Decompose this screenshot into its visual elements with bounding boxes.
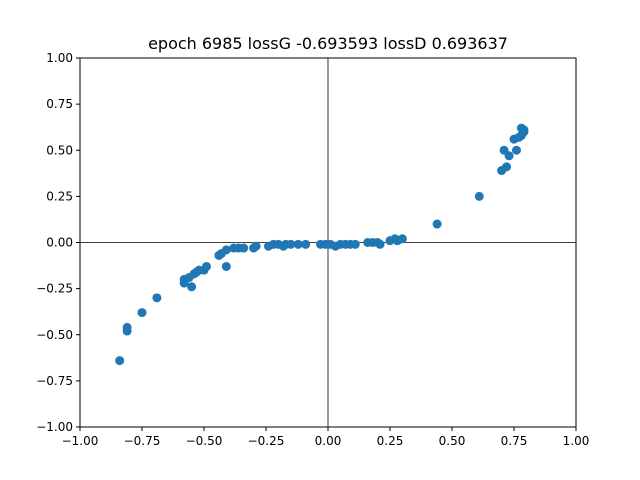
- data-point: [474, 191, 484, 201]
- data-point: [251, 241, 261, 251]
- data-point: [397, 234, 407, 244]
- data-point: [221, 261, 231, 271]
- data-point: [350, 239, 360, 249]
- x-axis-ticks: −1.00 −0.75 −0.50 −0.25 0.00 0.25 0.50 0.75 1.00: [62, 427, 590, 448]
- data-point: [201, 261, 211, 271]
- x-tick-label: −0.75: [124, 434, 161, 448]
- y-axis-ticks: −1.00 −0.75 −0.50 −0.25 0.00 0.25 0.50 0.75 1.00: [36, 51, 80, 434]
- data-point: [137, 308, 147, 318]
- data-point: [286, 239, 296, 249]
- x-tick-label: 1.00: [563, 434, 590, 448]
- y-tick-label: −0.25: [36, 282, 73, 296]
- x-tick-label: 0.75: [501, 434, 528, 448]
- data-point: [239, 243, 249, 253]
- x-tick-label: −0.50: [186, 434, 223, 448]
- data-point: [502, 162, 512, 172]
- x-tick-label: 0.50: [439, 434, 466, 448]
- y-tick-label: 0.00: [46, 236, 73, 250]
- data-point: [152, 293, 162, 303]
- data-point: [504, 151, 514, 161]
- y-tick-label: 0.75: [46, 97, 73, 111]
- data-point: [221, 245, 231, 255]
- data-point: [187, 282, 197, 292]
- y-tick-label: −0.50: [36, 328, 73, 342]
- y-tick-label: −1.00: [36, 420, 73, 434]
- x-tick-label: 0.00: [315, 434, 342, 448]
- data-point: [519, 125, 529, 135]
- x-tick-label: 0.25: [377, 434, 404, 448]
- y-tick-label: 0.25: [46, 189, 73, 203]
- data-point: [432, 219, 442, 229]
- data-point: [115, 356, 125, 366]
- data-point: [293, 239, 303, 249]
- x-tick-label: −0.25: [248, 434, 285, 448]
- data-point: [122, 326, 132, 336]
- data-point: [375, 239, 385, 249]
- x-tick-label: −1.00: [62, 434, 99, 448]
- y-tick-label: 0.50: [46, 143, 73, 157]
- chart-title: epoch 6985 lossG -0.693593 lossD 0.69363…: [148, 34, 508, 53]
- y-tick-label: 1.00: [46, 51, 73, 65]
- data-point: [301, 239, 311, 249]
- data-point: [511, 145, 521, 155]
- data-points: [115, 123, 529, 366]
- y-tick-label: −0.75: [36, 374, 73, 388]
